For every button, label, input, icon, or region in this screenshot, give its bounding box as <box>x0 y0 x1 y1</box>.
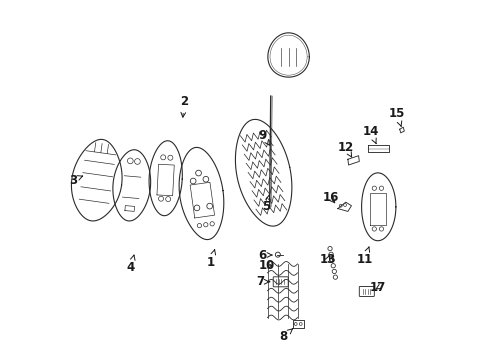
Text: 1: 1 <box>207 250 216 269</box>
Text: 14: 14 <box>363 125 379 144</box>
Text: 2: 2 <box>180 95 188 117</box>
Text: 12: 12 <box>338 141 354 157</box>
Text: 16: 16 <box>322 192 339 204</box>
Text: 3: 3 <box>69 174 83 186</box>
Text: 9: 9 <box>259 129 270 145</box>
Text: 6: 6 <box>258 248 272 261</box>
Text: 11: 11 <box>357 247 373 266</box>
Text: 15: 15 <box>389 107 405 126</box>
Text: 13: 13 <box>320 253 336 266</box>
Text: 7: 7 <box>256 275 270 288</box>
Text: 8: 8 <box>279 329 293 343</box>
Text: 5: 5 <box>262 195 270 213</box>
Text: 4: 4 <box>126 255 135 274</box>
Text: 10: 10 <box>258 259 274 272</box>
Text: 17: 17 <box>370 282 386 294</box>
